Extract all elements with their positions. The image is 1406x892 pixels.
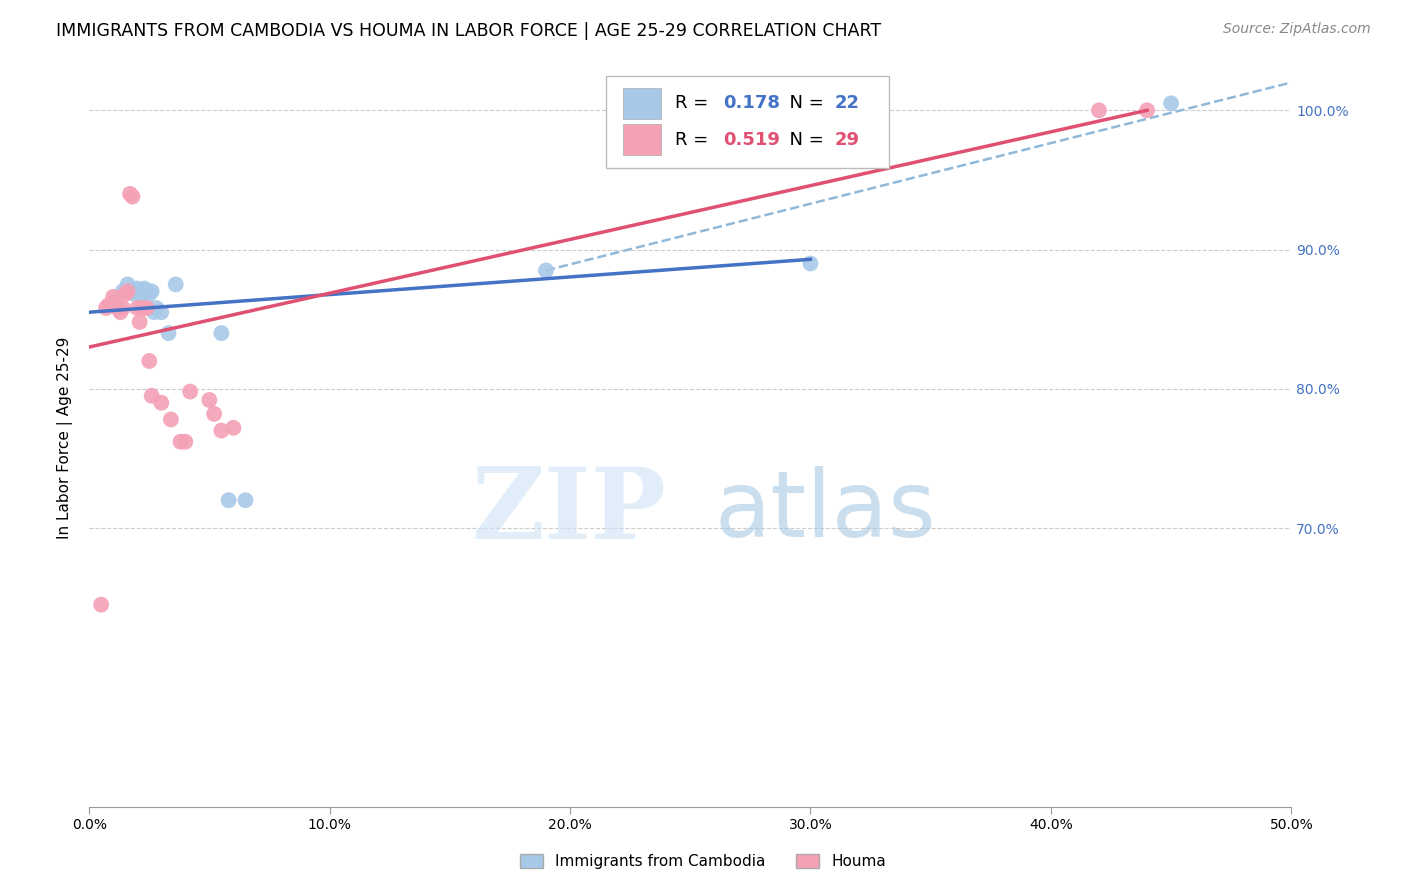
Point [111, 301, 134, 315]
Point [127, 281, 149, 295]
Point [114, 287, 136, 301]
Point [209, 326, 232, 340]
Point [799, 256, 821, 270]
Text: 0.178: 0.178 [723, 95, 780, 112]
Point [135, 301, 157, 315]
Point [141, 285, 163, 299]
Point [124, 287, 146, 301]
Point [90, 598, 112, 612]
Point [121, 285, 143, 299]
Y-axis label: In Labor Force | Age 25-29: In Labor Force | Age 25-29 [58, 336, 73, 539]
Point [179, 384, 201, 399]
Point [157, 326, 180, 340]
Text: Source: ZipAtlas.com: Source: ZipAtlas.com [1223, 22, 1371, 37]
Point [134, 281, 156, 295]
Point [202, 407, 225, 421]
Point [128, 315, 150, 329]
Point [97, 298, 120, 312]
Point [138, 354, 160, 368]
Point [121, 189, 143, 203]
Point [110, 305, 132, 319]
Point [143, 305, 166, 319]
Point [135, 285, 157, 299]
Point [117, 285, 139, 299]
Point [222, 421, 245, 435]
Point [141, 389, 163, 403]
Point [117, 277, 139, 292]
Point [127, 301, 149, 315]
Text: R =: R = [675, 95, 714, 112]
Text: ZIP: ZIP [471, 463, 666, 560]
Text: atlas: atlas [714, 467, 936, 557]
Point [198, 392, 221, 407]
Text: R =: R = [675, 131, 714, 149]
Point [150, 396, 173, 410]
Point [160, 412, 183, 426]
FancyBboxPatch shape [606, 76, 889, 169]
Point [1160, 96, 1182, 111]
Point [534, 263, 557, 277]
Point [1136, 103, 1159, 118]
Point [128, 285, 150, 299]
FancyBboxPatch shape [623, 87, 661, 119]
Text: 0.519: 0.519 [723, 131, 779, 149]
Text: IMMIGRANTS FROM CAMBODIA VS HOUMA IN LABOR FORCE | AGE 25-29 CORRELATION CHART: IMMIGRANTS FROM CAMBODIA VS HOUMA IN LAB… [56, 22, 882, 40]
Legend: Immigrants from Cambodia, Houma: Immigrants from Cambodia, Houma [515, 848, 891, 875]
Point [131, 301, 153, 315]
Text: 22: 22 [835, 95, 859, 112]
Point [209, 424, 232, 438]
FancyBboxPatch shape [623, 124, 661, 155]
Point [103, 295, 125, 310]
Text: 29: 29 [835, 131, 859, 149]
Point [1088, 103, 1111, 118]
Text: N =: N = [778, 95, 830, 112]
Point [235, 493, 257, 508]
Text: N =: N = [778, 131, 830, 149]
Point [150, 305, 173, 319]
Point [111, 285, 134, 299]
Point [145, 301, 167, 315]
Point [174, 434, 197, 449]
Point [118, 186, 141, 201]
Point [218, 493, 240, 508]
Point [131, 287, 153, 301]
Point [138, 287, 160, 301]
Point [165, 277, 187, 292]
Point [107, 301, 129, 315]
Point [103, 290, 125, 304]
Point [169, 434, 191, 449]
Point [94, 301, 117, 315]
